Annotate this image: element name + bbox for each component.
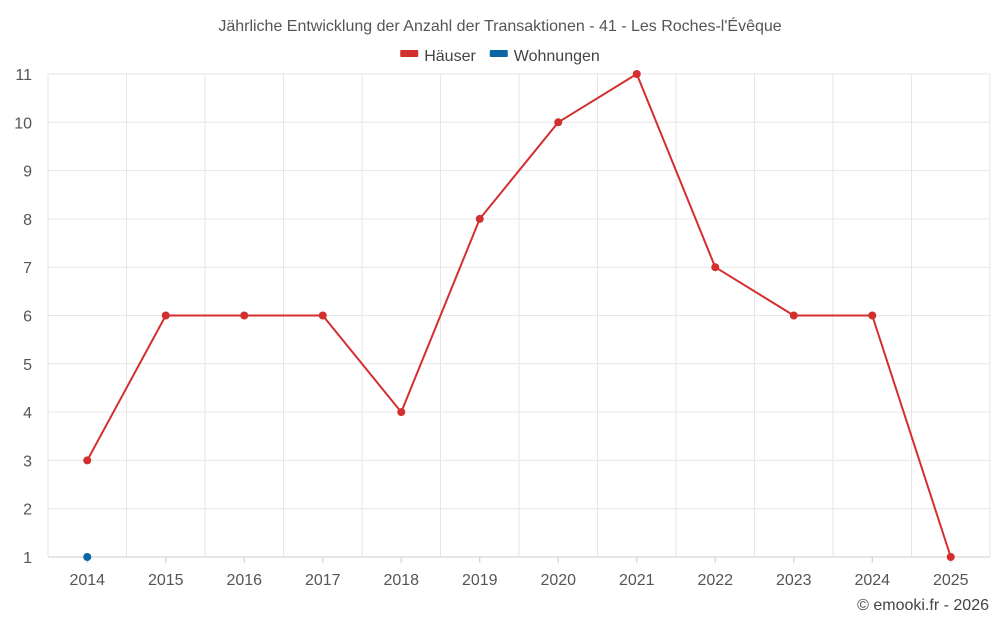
x-tick-label: 2017 [305, 572, 341, 589]
x-tick-label: 2022 [697, 572, 733, 589]
y-tick-label: 2 [23, 502, 32, 519]
legend-swatch [400, 50, 419, 57]
data-point[interactable] [83, 456, 92, 465]
y-tick-label: 7 [23, 260, 32, 277]
legend-label: Wohnungen [514, 48, 600, 65]
x-tick-label: 2023 [776, 572, 812, 589]
y-tick-label: 4 [23, 405, 32, 422]
series-lines [86, 73, 952, 558]
x-tick-label: 2020 [540, 572, 576, 589]
x-tick-label: 2014 [69, 572, 105, 589]
x-tick-label: 2021 [619, 572, 655, 589]
data-point[interactable] [397, 408, 406, 417]
data-point[interactable] [240, 311, 249, 320]
data-point[interactable] [711, 263, 720, 272]
credit-text: © emooki.fr - 2026 [857, 597, 989, 614]
x-tick-label: 2015 [148, 572, 184, 589]
data-point[interactable] [789, 311, 798, 320]
x-tick-label: 2019 [462, 572, 498, 589]
y-tick-label: 11 [15, 67, 32, 84]
y-tick-label: 6 [23, 309, 32, 326]
data-point[interactable] [83, 553, 92, 561]
x-tick-label: 2016 [226, 572, 262, 589]
data-point[interactable] [868, 311, 877, 320]
x-tick-label: 2018 [383, 572, 419, 589]
legend-item-0[interactable]: Häuser [400, 48, 476, 65]
data-point[interactable] [161, 311, 170, 320]
y-axis: 1 2 3 4 5 6 7 8 9 10 11 [14, 67, 32, 567]
x-axis: 2014 2015 2016 2017 2018 2019 2020 2021 2022 2023… [69, 557, 969, 589]
x-tick-label: 2024 [854, 572, 890, 589]
data-point[interactable] [554, 118, 563, 127]
series-line-0 [86, 73, 952, 558]
y-tick-label: 1 [23, 550, 32, 567]
legend-item-1[interactable]: Wohnungen [489, 48, 600, 65]
data-point[interactable] [475, 214, 484, 223]
legend-label: Häuser [424, 48, 476, 65]
legend: Häuser Wohnungen [400, 48, 600, 65]
x-tick-label: 2025 [933, 572, 969, 589]
series-points [83, 70, 955, 561]
y-tick-label: 3 [23, 453, 32, 470]
y-tick-label: 9 [23, 164, 32, 181]
chart-title: Jährliche Entwicklung der Anzahl der Tra… [218, 16, 781, 35]
y-tick-label: 5 [23, 357, 32, 374]
data-point[interactable] [318, 311, 327, 320]
data-point[interactable] [946, 553, 955, 561]
y-tick-label: 10 [14, 115, 32, 132]
y-tick-label: 8 [23, 212, 32, 229]
data-point[interactable] [632, 70, 641, 78]
legend-swatch [489, 50, 508, 57]
